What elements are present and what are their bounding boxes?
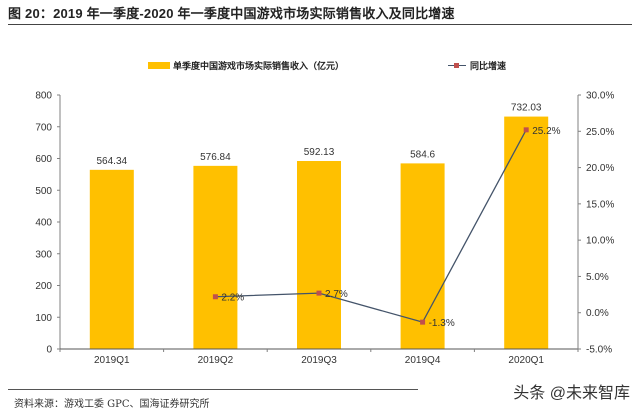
right-axis-tick: 25.0% [586, 127, 614, 138]
bar-series: 564.34 576.84 592.13 584.6 732.03 [89, 103, 549, 349]
bar [297, 160, 341, 349]
left-axis-tick: 0 [46, 345, 52, 356]
bar-value-label: 592.13 [304, 147, 335, 158]
x-axis-label: 2019Q2 [198, 355, 234, 366]
line-marker [316, 290, 322, 296]
bar [193, 165, 238, 349]
line-marker [212, 294, 218, 300]
bar-value-label: 732.03 [511, 103, 542, 114]
right-axis-tick: 5.0% [586, 272, 609, 283]
left-axis-tick: 300 [35, 249, 52, 260]
legend-bar-label: 单季度中国游戏市场实际销售收入（亿元） [173, 61, 345, 71]
left-axis-tick: 600 [35, 154, 52, 165]
x-axis-label: 2020Q1 [508, 355, 544, 366]
left-axis-tick: 700 [35, 122, 52, 133]
left-axis-tick: 200 [35, 281, 52, 292]
x-axis-label: 2019Q3 [301, 355, 337, 366]
legend-line-swatch [448, 63, 466, 68]
source-divider [8, 389, 418, 390]
legend-line-label: 同比增速 [470, 61, 507, 71]
title-divider [8, 24, 632, 25]
chart-title: 图 20：2019 年一季度-2020 年一季度中国游戏市场实际销售收入及同比增… [8, 6, 455, 21]
legend-bar: 单季度中国游戏市场实际销售收入（亿元） [148, 59, 344, 72]
x-axis-label: 2019Q4 [405, 355, 441, 366]
source-note: 资料来源：游戏工委 GPC、国海证券研究所 [14, 399, 210, 410]
right-axis-tick: -5.0% [586, 345, 612, 356]
bar [504, 116, 549, 349]
right-axis-tick: 10.0% [586, 236, 614, 247]
bar-value-label: 584.6 [410, 149, 435, 160]
left-axis-tick: 100 [35, 313, 52, 324]
line-value-label: 2.2% [221, 293, 244, 304]
right-axis-tick: 30.0% [586, 91, 614, 102]
right-axis-tick: 20.0% [586, 163, 614, 174]
left-axis-tick: 800 [35, 91, 52, 102]
axes: 0 100 200 300 400 500 600 700 800 2019Q1 2019Q2 201… [35, 91, 614, 367]
watermark: 头条 @未来智库 [513, 385, 630, 402]
x-axis-label: 2019Q1 [94, 355, 130, 366]
left-axis-tick: 500 [35, 186, 52, 197]
line-series: 2.2% 2.7% -1.3% 25.2% [212, 126, 561, 329]
line-value-label: 25.2% [532, 126, 560, 137]
line-value-label: -1.3% [429, 318, 455, 329]
left-axis-tick: 400 [35, 218, 52, 229]
line-marker [420, 319, 426, 325]
bar [89, 169, 134, 349]
bar-value-label: 564.34 [97, 156, 128, 167]
bar-value-label: 576.84 [200, 152, 231, 163]
right-axis-tick: 0.0% [586, 308, 609, 319]
line-value-label: 2.7% [325, 289, 348, 300]
line-marker [523, 127, 529, 133]
right-axis-tick: 15.0% [586, 199, 614, 210]
legend-bar-swatch [148, 62, 170, 69]
legend-line: 同比增速 [448, 59, 506, 72]
